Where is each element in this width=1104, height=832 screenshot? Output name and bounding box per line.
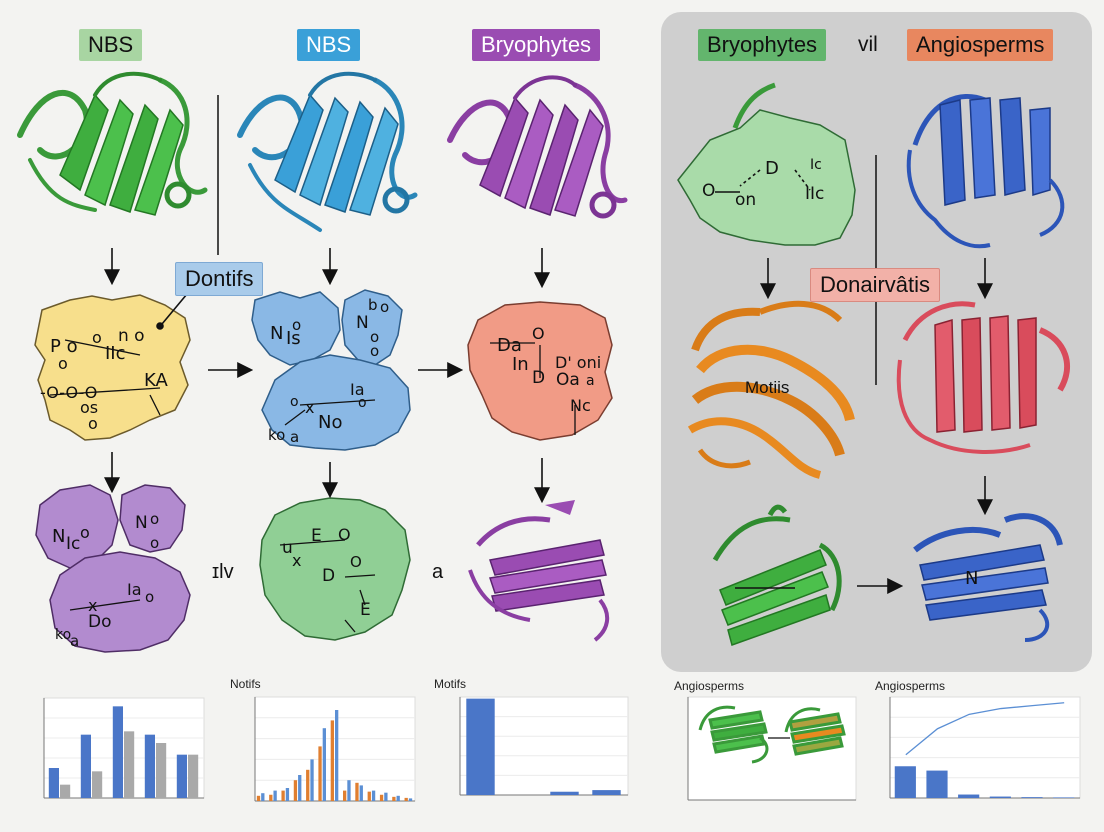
blob-blue3-text-4: o <box>290 394 299 410</box>
blob-blue3-text-5: ko <box>268 426 286 444</box>
chart5-title: Angiosperms <box>875 679 946 693</box>
motif-blob-purple-1 <box>35 484 119 569</box>
header-panel-left: Bryophytes <box>698 29 827 61</box>
blob-green-text-1: E <box>311 526 322 546</box>
label-n-on-blue: N <box>965 568 979 589</box>
bond-lines <box>49 339 576 633</box>
callout-dontifs: Dontifs <box>175 262 264 296</box>
chart2-title: Notifs <box>230 677 261 691</box>
protein-structure-blue-panel-top <box>906 94 1065 249</box>
blob-salmon-text-4: D <box>532 368 546 388</box>
blob-green-text-2: O <box>338 525 351 544</box>
blob-yellow-text-6: -O-O-O <box>40 383 98 402</box>
blob-yellow-text-7: os <box>80 398 99 417</box>
header-panel-right: Angiosperms <box>907 29 1054 61</box>
blob-purple3-text-2: x <box>88 596 98 615</box>
blob-green-panel-text-4: IIc <box>805 184 825 204</box>
blob-green-panel-text-1: on <box>735 190 757 210</box>
blob-salmon-text-2: In <box>512 354 529 375</box>
blob-salmon-text-0: Da <box>497 335 522 356</box>
blob-purple3-text-0: Ia <box>127 580 142 599</box>
blob-blue2-text-3: o <box>370 328 380 346</box>
motif-blob-green <box>259 497 411 641</box>
blob-purple3-text-4: ko <box>55 627 72 643</box>
protein-structure-orange <box>687 300 855 479</box>
blob-blue3-text-6: a <box>290 428 300 446</box>
header-col3: Bryophytes <box>472 29 601 61</box>
blob-purple3-text-5: a <box>70 632 80 650</box>
inline-label-a: a <box>432 561 444 583</box>
protein-structure-blue-bottom <box>913 513 1063 642</box>
blob-purple2-text-0: N <box>135 513 148 533</box>
blob-green-text-3: x <box>292 551 302 570</box>
protein-structure-blue-top <box>237 71 418 232</box>
protein-structure-purple-top <box>447 75 628 219</box>
blob-green-text-4: D <box>322 566 336 586</box>
inline-label-motiis: Motiis <box>745 378 790 397</box>
protein-structure-green-bottom <box>712 504 842 646</box>
blob-blue1-text-0: N <box>270 323 284 344</box>
blob-yellow-text-0: P o <box>50 336 78 357</box>
blob-yellow-text-8: o <box>88 414 98 433</box>
blob-blue2-text-1: o <box>380 298 390 316</box>
blob-yellow-text-4: o <box>92 328 102 347</box>
blob-blue1-text-2: o <box>292 316 302 334</box>
blob-green-text-0: u <box>282 538 293 558</box>
blob-salmon-text-1: O <box>532 324 545 343</box>
blob-green-panel-text-2: D <box>765 158 779 179</box>
protein-structure-red <box>896 301 1071 454</box>
blob-yellow-text-5: KA <box>144 370 168 391</box>
chart3-title: Motifs <box>434 677 467 691</box>
motif-blob-green-panel <box>677 109 856 246</box>
motif-blob-blue-1 <box>251 291 341 366</box>
blob-purple2-text-1: o <box>150 510 160 528</box>
blob-green-text-5: O <box>350 553 362 571</box>
blob-blue2-text-0: b <box>368 296 378 314</box>
blob-blue3-text-2: x <box>305 398 315 417</box>
blob-purple2-text-2: o <box>150 534 160 552</box>
blob-yellow-text-1: o <box>58 354 68 373</box>
blob-blue1-text-1: Is <box>286 328 301 349</box>
blob-green-panel-text-3: Ic <box>810 157 822 173</box>
blob-purple1-text-1: Ic <box>66 534 81 554</box>
header-col1: NBS <box>79 29 143 61</box>
blob-yellow-text-2: IIc <box>105 343 126 364</box>
blob-purple3-text-1: o <box>145 588 155 606</box>
blob-green-text-6: E <box>360 600 371 620</box>
blob-purple3-text-3: Do <box>88 612 112 632</box>
blob-salmon-text-7: Nc <box>570 396 591 415</box>
blob-salmon-text-6: a <box>586 373 595 389</box>
inline-label-ilv: ɪlv <box>212 561 234 583</box>
callout-donairvatis: Donairvâtis <box>810 268 941 302</box>
motif-blob-blue-2 <box>341 289 403 366</box>
blob-blue2-text-2: N <box>356 313 369 333</box>
motif-blob-purple-2 <box>119 484 186 553</box>
blob-green-panel-text-0: O <box>702 181 716 201</box>
blob-purple1-text-2: o <box>80 523 90 542</box>
header-panel-mid: vil <box>858 33 878 56</box>
blob-blue3-text-1: o <box>358 395 367 411</box>
motif-blob-yellow <box>34 294 191 441</box>
blob-salmon-text-3: D' oni <box>555 353 602 372</box>
blob-purple1-text-0: N <box>52 526 66 547</box>
header-col2: NBS <box>297 29 361 61</box>
chart4-title: Angiosperms <box>674 679 745 693</box>
blob-blue3-text-3: No <box>318 412 343 433</box>
blob-blue2-text-4: o <box>370 342 380 360</box>
blob-yellow-text-3: n o <box>118 326 145 346</box>
motif-blob-purple-3 <box>49 551 191 653</box>
blob-salmon-text-5: Oa <box>556 370 580 390</box>
protein-structure-green-top <box>17 71 208 216</box>
protein-structure-purple-bottom <box>468 500 610 642</box>
blob-blue3-text-0: Ia <box>350 380 365 399</box>
